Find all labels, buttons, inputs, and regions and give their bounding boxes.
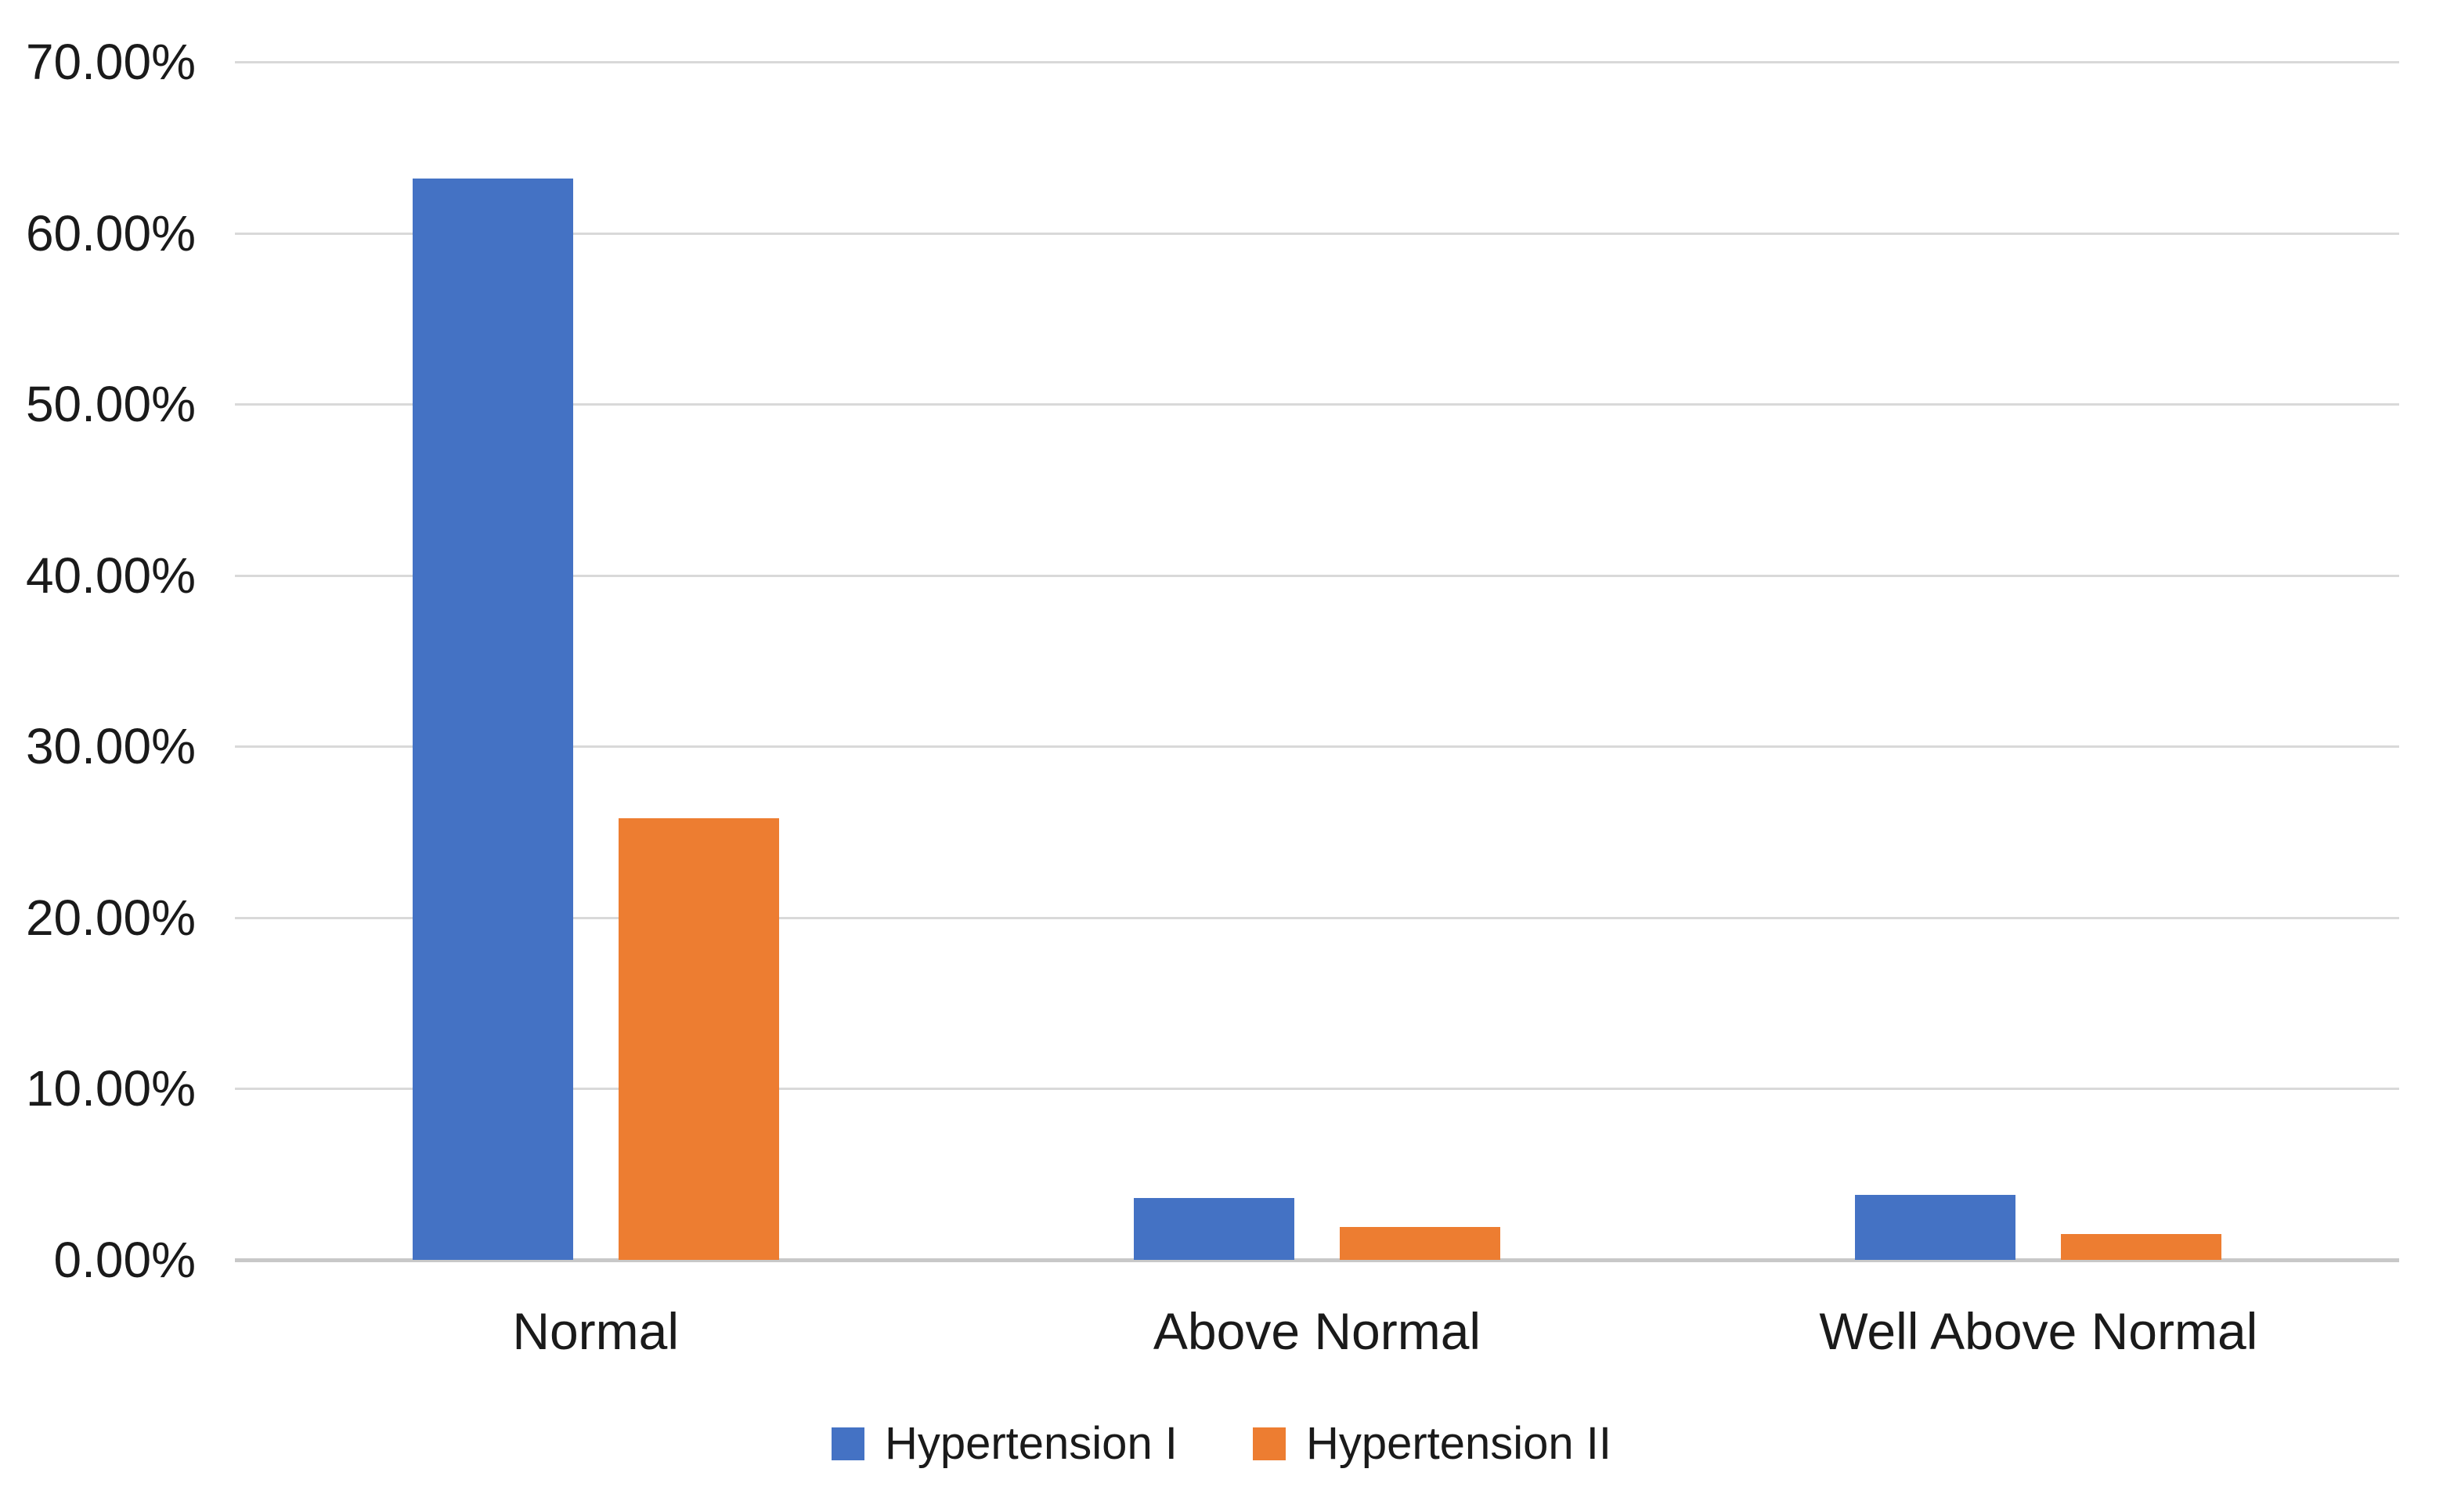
gridline bbox=[235, 574, 2399, 577]
gridline bbox=[235, 1088, 2399, 1091]
gridline bbox=[235, 745, 2399, 749]
legend-item-hypertension-ii: Hypertension II bbox=[1252, 1418, 1612, 1469]
gridline bbox=[235, 232, 2399, 235]
bar-hypertension-i-normal bbox=[412, 178, 573, 1260]
x-axis-category-label-normal: Normal bbox=[512, 1302, 680, 1360]
y-axis-tick-label: 50.00% bbox=[25, 376, 196, 433]
y-axis-tick-label: 60.00% bbox=[25, 204, 196, 262]
x-axis-category-label-well-above-normal: Well Above Normal bbox=[1819, 1302, 2258, 1360]
bar-hypertension-i-well-above-normal bbox=[1855, 1194, 2016, 1260]
legend-swatch-hypertension-ii bbox=[1252, 1427, 1286, 1460]
legend-label-hypertension-ii: Hypertension II bbox=[1305, 1418, 1612, 1469]
gridline bbox=[235, 916, 2399, 919]
bar-hypertension-ii-well-above-normal bbox=[2061, 1234, 2222, 1260]
gridline bbox=[235, 61, 2399, 63]
bar-hypertension-ii-above-normal bbox=[1340, 1227, 1500, 1260]
x-axis-line bbox=[235, 1258, 2399, 1262]
legend-label-hypertension-i: Hypertension I bbox=[884, 1418, 1178, 1469]
y-axis-tick-label: 40.00% bbox=[25, 547, 196, 604]
chart-legend: Hypertension I Hypertension II bbox=[0, 1419, 2443, 1469]
gridline bbox=[235, 403, 2399, 406]
x-axis-category-label-above-normal: Above Normal bbox=[1153, 1302, 1481, 1360]
y-axis-tick-label: 70.00% bbox=[25, 34, 196, 90]
bar-hypertension-ii-normal bbox=[618, 818, 779, 1260]
legend-swatch-hypertension-i bbox=[831, 1427, 864, 1460]
y-axis-tick-label: 20.00% bbox=[25, 889, 196, 946]
legend-item-hypertension-i: Hypertension I bbox=[831, 1418, 1178, 1469]
y-axis-tick-label: 30.00% bbox=[25, 718, 196, 775]
y-axis-tick-label: 0.00% bbox=[53, 1232, 196, 1288]
bar-hypertension-i-above-normal bbox=[1134, 1198, 1294, 1260]
y-axis-tick-label: 10.00% bbox=[25, 1060, 196, 1117]
